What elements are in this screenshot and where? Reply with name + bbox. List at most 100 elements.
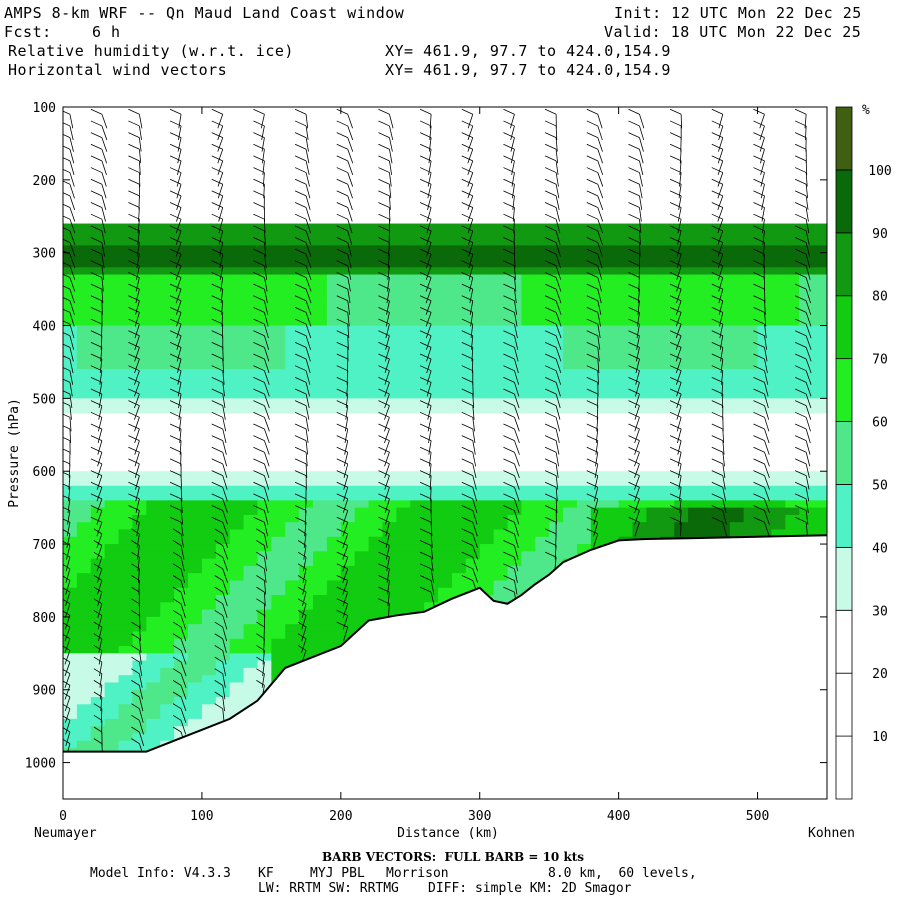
- wind-barb-flag: [628, 516, 640, 523]
- wind-barb-flag: [128, 190, 140, 197]
- wind-barb-flag: [669, 237, 682, 243]
- wind-barb: [509, 114, 515, 129]
- wind-barb-flag: [294, 516, 307, 523]
- wind-barb-flag: [90, 481, 103, 488]
- wind-barb-flag: [378, 388, 390, 395]
- wind-barb-flag: [711, 353, 723, 360]
- wind-barb: [386, 300, 390, 315]
- wind-barb-flag: [503, 342, 515, 348]
- wind-barb: [722, 510, 727, 525]
- wind-barb: [675, 347, 682, 362]
- wind-barb-flag: [128, 353, 140, 360]
- wind-barb-flag: [253, 388, 265, 395]
- wind-barb: [222, 393, 226, 409]
- wind-barb-flag: [419, 190, 432, 197]
- wind-barb-flag: [128, 493, 140, 500]
- wind-barb: [472, 510, 478, 525]
- wind-barb-flag: [711, 248, 723, 255]
- wind-barb-flag: [90, 225, 103, 232]
- wind-barb: [639, 184, 643, 199]
- wind-barb-flag: [336, 470, 348, 476]
- wind-barb-flag: [378, 411, 390, 418]
- wind-barb: [264, 230, 266, 245]
- wind-barb: [722, 428, 725, 443]
- wind-barb-flag: [544, 178, 557, 185]
- wind-barb: [135, 475, 140, 490]
- wind-barb: [222, 638, 227, 653]
- wind-barb: [99, 661, 103, 677]
- wind-barb: [387, 265, 390, 280]
- wind-barb: [425, 323, 432, 339]
- wind-barb-flag: [131, 645, 140, 651]
- wind-barb: [101, 265, 105, 280]
- wind-barb-flag: [544, 411, 557, 418]
- wind-barb: [101, 172, 107, 187]
- wind-barb-flag: [419, 108, 432, 115]
- wind-barb-flag: [336, 108, 348, 115]
- wind-barb: [264, 510, 269, 525]
- wind-barb-flag: [753, 178, 765, 185]
- wind-barb-flag: [628, 330, 640, 337]
- wind-barb-flag: [63, 518, 71, 523]
- wind-barb-flag: [169, 411, 182, 418]
- wind-barb-flag: [669, 248, 682, 255]
- wind-barb: [639, 242, 641, 257]
- wind-barb-flag: [169, 493, 182, 500]
- wind-barb-flag: [711, 178, 723, 185]
- wind-barb-flag: [128, 260, 140, 267]
- wind-barb-flag: [336, 353, 348, 360]
- wind-barb-flag: [753, 202, 765, 208]
- wind-barb: [303, 557, 307, 572]
- wind-barb-flag: [211, 307, 223, 313]
- wind-barb-flag: [794, 400, 807, 407]
- wind-barb-flag: [544, 400, 557, 407]
- wind-barb-flag: [336, 516, 348, 523]
- wind-barb-flag: [544, 295, 557, 302]
- wind-barb: [175, 230, 182, 245]
- wind-barb-flag: [669, 178, 682, 185]
- wind-barb-flag: [669, 295, 682, 302]
- wind-barb-flag: [794, 108, 807, 115]
- wind-barb: [472, 475, 477, 490]
- colorbar-label: 70: [872, 353, 888, 368]
- wind-barb: [677, 452, 682, 467]
- wind-barb: [65, 708, 71, 723]
- wind-barb: [764, 440, 770, 455]
- wind-barb-flag: [211, 132, 223, 138]
- wind-barb: [99, 685, 103, 700]
- wind-barb: [555, 300, 562, 315]
- wind-barb-flag: [63, 495, 71, 500]
- wind-barb-flag: [131, 610, 140, 616]
- wind-barb: [97, 615, 103, 630]
- wind-barb-flag: [419, 540, 432, 546]
- wind-barb: [428, 440, 432, 455]
- wind-barb-flag: [503, 411, 515, 418]
- wind-barb-flag: [214, 656, 223, 663]
- wind-barb: [764, 382, 769, 397]
- wind-barb-flag: [169, 516, 182, 523]
- wind-barb-flag: [90, 411, 103, 418]
- wind-barb-flag: [503, 435, 515, 441]
- wind-barb-flag: [669, 330, 682, 337]
- wind-barb: [96, 487, 103, 502]
- wind-barb-flag: [93, 703, 103, 710]
- wind-barb: [512, 195, 515, 210]
- wind-barb: [347, 207, 353, 222]
- wind-barb-flag: [336, 540, 348, 546]
- wind-barb: [384, 498, 390, 514]
- wind-barb: [222, 603, 228, 618]
- wind-barb: [344, 440, 349, 455]
- wind-barb: [555, 277, 562, 292]
- wind-barb-flag: [378, 283, 390, 290]
- wind-barb: [722, 475, 726, 490]
- wind-barb: [264, 545, 268, 560]
- wind-barb-flag: [63, 262, 71, 267]
- wind-barb: [721, 370, 724, 385]
- wind-barb: [678, 475, 682, 490]
- wind-barb: [555, 370, 562, 385]
- wind-barb-flag: [503, 470, 515, 476]
- wind-barb: [385, 510, 390, 525]
- wind-barb: [347, 172, 354, 187]
- wind-barb: [176, 323, 182, 339]
- wind-barb-flag: [131, 668, 140, 675]
